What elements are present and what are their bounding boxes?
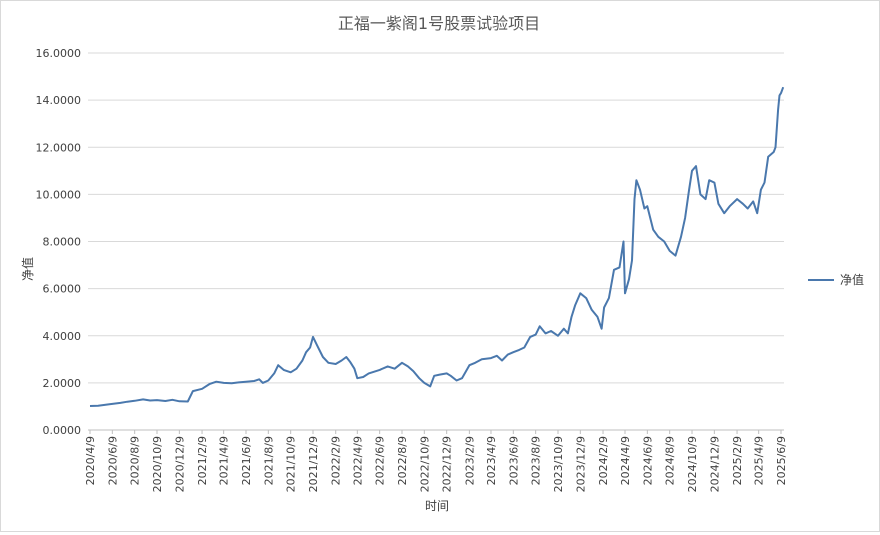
y-tick-label: 6.0000 (43, 283, 82, 296)
y-tick-label: 0.0000 (43, 424, 82, 437)
y-axis-label: 净值 (20, 257, 35, 281)
x-tick-label: 2023/8/9 (530, 436, 543, 485)
x-tick-label: 2022/6/9 (374, 436, 387, 485)
x-tick-label: 2020/10/9 (151, 436, 164, 492)
x-tick-label: 2024/2/9 (597, 436, 610, 485)
x-tick-label: 2023/6/9 (507, 436, 520, 485)
series-line-net-value (89, 86, 785, 407)
x-tick-label: 2022/8/9 (396, 436, 409, 485)
x-tick-label: 2025/4/9 (753, 436, 766, 485)
x-tick-label: 2021/10/9 (285, 436, 298, 492)
y-tick-label: 14.0000 (36, 94, 82, 107)
y-tick-label: 16.0000 (36, 47, 82, 60)
x-tick-label: 2022/4/9 (351, 436, 364, 485)
x-tick-label: 2025/2/9 (731, 436, 744, 485)
x-tick-label: 2020/6/9 (106, 436, 119, 485)
x-tick-label: 2020/4/9 (84, 436, 97, 485)
y-tick-label: 10.0000 (36, 188, 82, 201)
x-tick-label: 2023/12/9 (574, 436, 587, 492)
x-tick-label: 2021/6/9 (240, 436, 253, 485)
legend-label: 净值 (840, 272, 864, 287)
x-tick-label: 2024/6/9 (641, 436, 654, 485)
x-tick-label: 2020/12/9 (173, 436, 186, 492)
y-axis-ticks: 0.0000 2.0000 4.0000 6.0000 8.0000 10.0000 12.… (36, 47, 82, 437)
x-tick-label: 2020/8/9 (129, 436, 142, 485)
x-tick-label: 2024/4/9 (619, 436, 632, 485)
x-tick-label: 2023/2/9 (463, 436, 476, 485)
y-tick-label: 4.0000 (43, 330, 82, 343)
y-tick-label: 8.0000 (43, 236, 82, 249)
x-tick-label: 2024/12/9 (708, 436, 721, 492)
legend: 净值 (808, 272, 864, 287)
y-tick-label: 12.0000 (36, 141, 82, 154)
x-tick-label: 2021/2/9 (196, 436, 209, 485)
x-axis-label: 时间 (425, 499, 449, 513)
x-tick-label: 2023/10/9 (552, 436, 565, 492)
x-tick-label: 2024/10/9 (686, 436, 699, 492)
gridlines (88, 52, 784, 431)
x-tick-label: 2022/2/9 (330, 436, 343, 485)
x-tick-label: 2022/10/9 (418, 436, 431, 492)
x-tick-label: 2021/8/9 (262, 436, 275, 485)
y-tick-label: 2.0000 (43, 377, 82, 390)
x-tick-label: 2024/8/9 (664, 436, 677, 485)
chart-title: 正福一紫阁1号股票试验项目 (338, 14, 540, 33)
x-tick-label: 2023/4/9 (485, 436, 498, 485)
x-tick-label: 2022/12/9 (441, 436, 454, 492)
x-tick-label: 2021/4/9 (218, 436, 231, 485)
x-axis-ticks: 2020/4/9 2020/6/9 2020/8/9 2020/10/9 2020/12… (84, 430, 788, 492)
x-tick-label: 2025/6/9 (775, 436, 788, 485)
x-tick-label: 2021/12/9 (307, 436, 320, 492)
